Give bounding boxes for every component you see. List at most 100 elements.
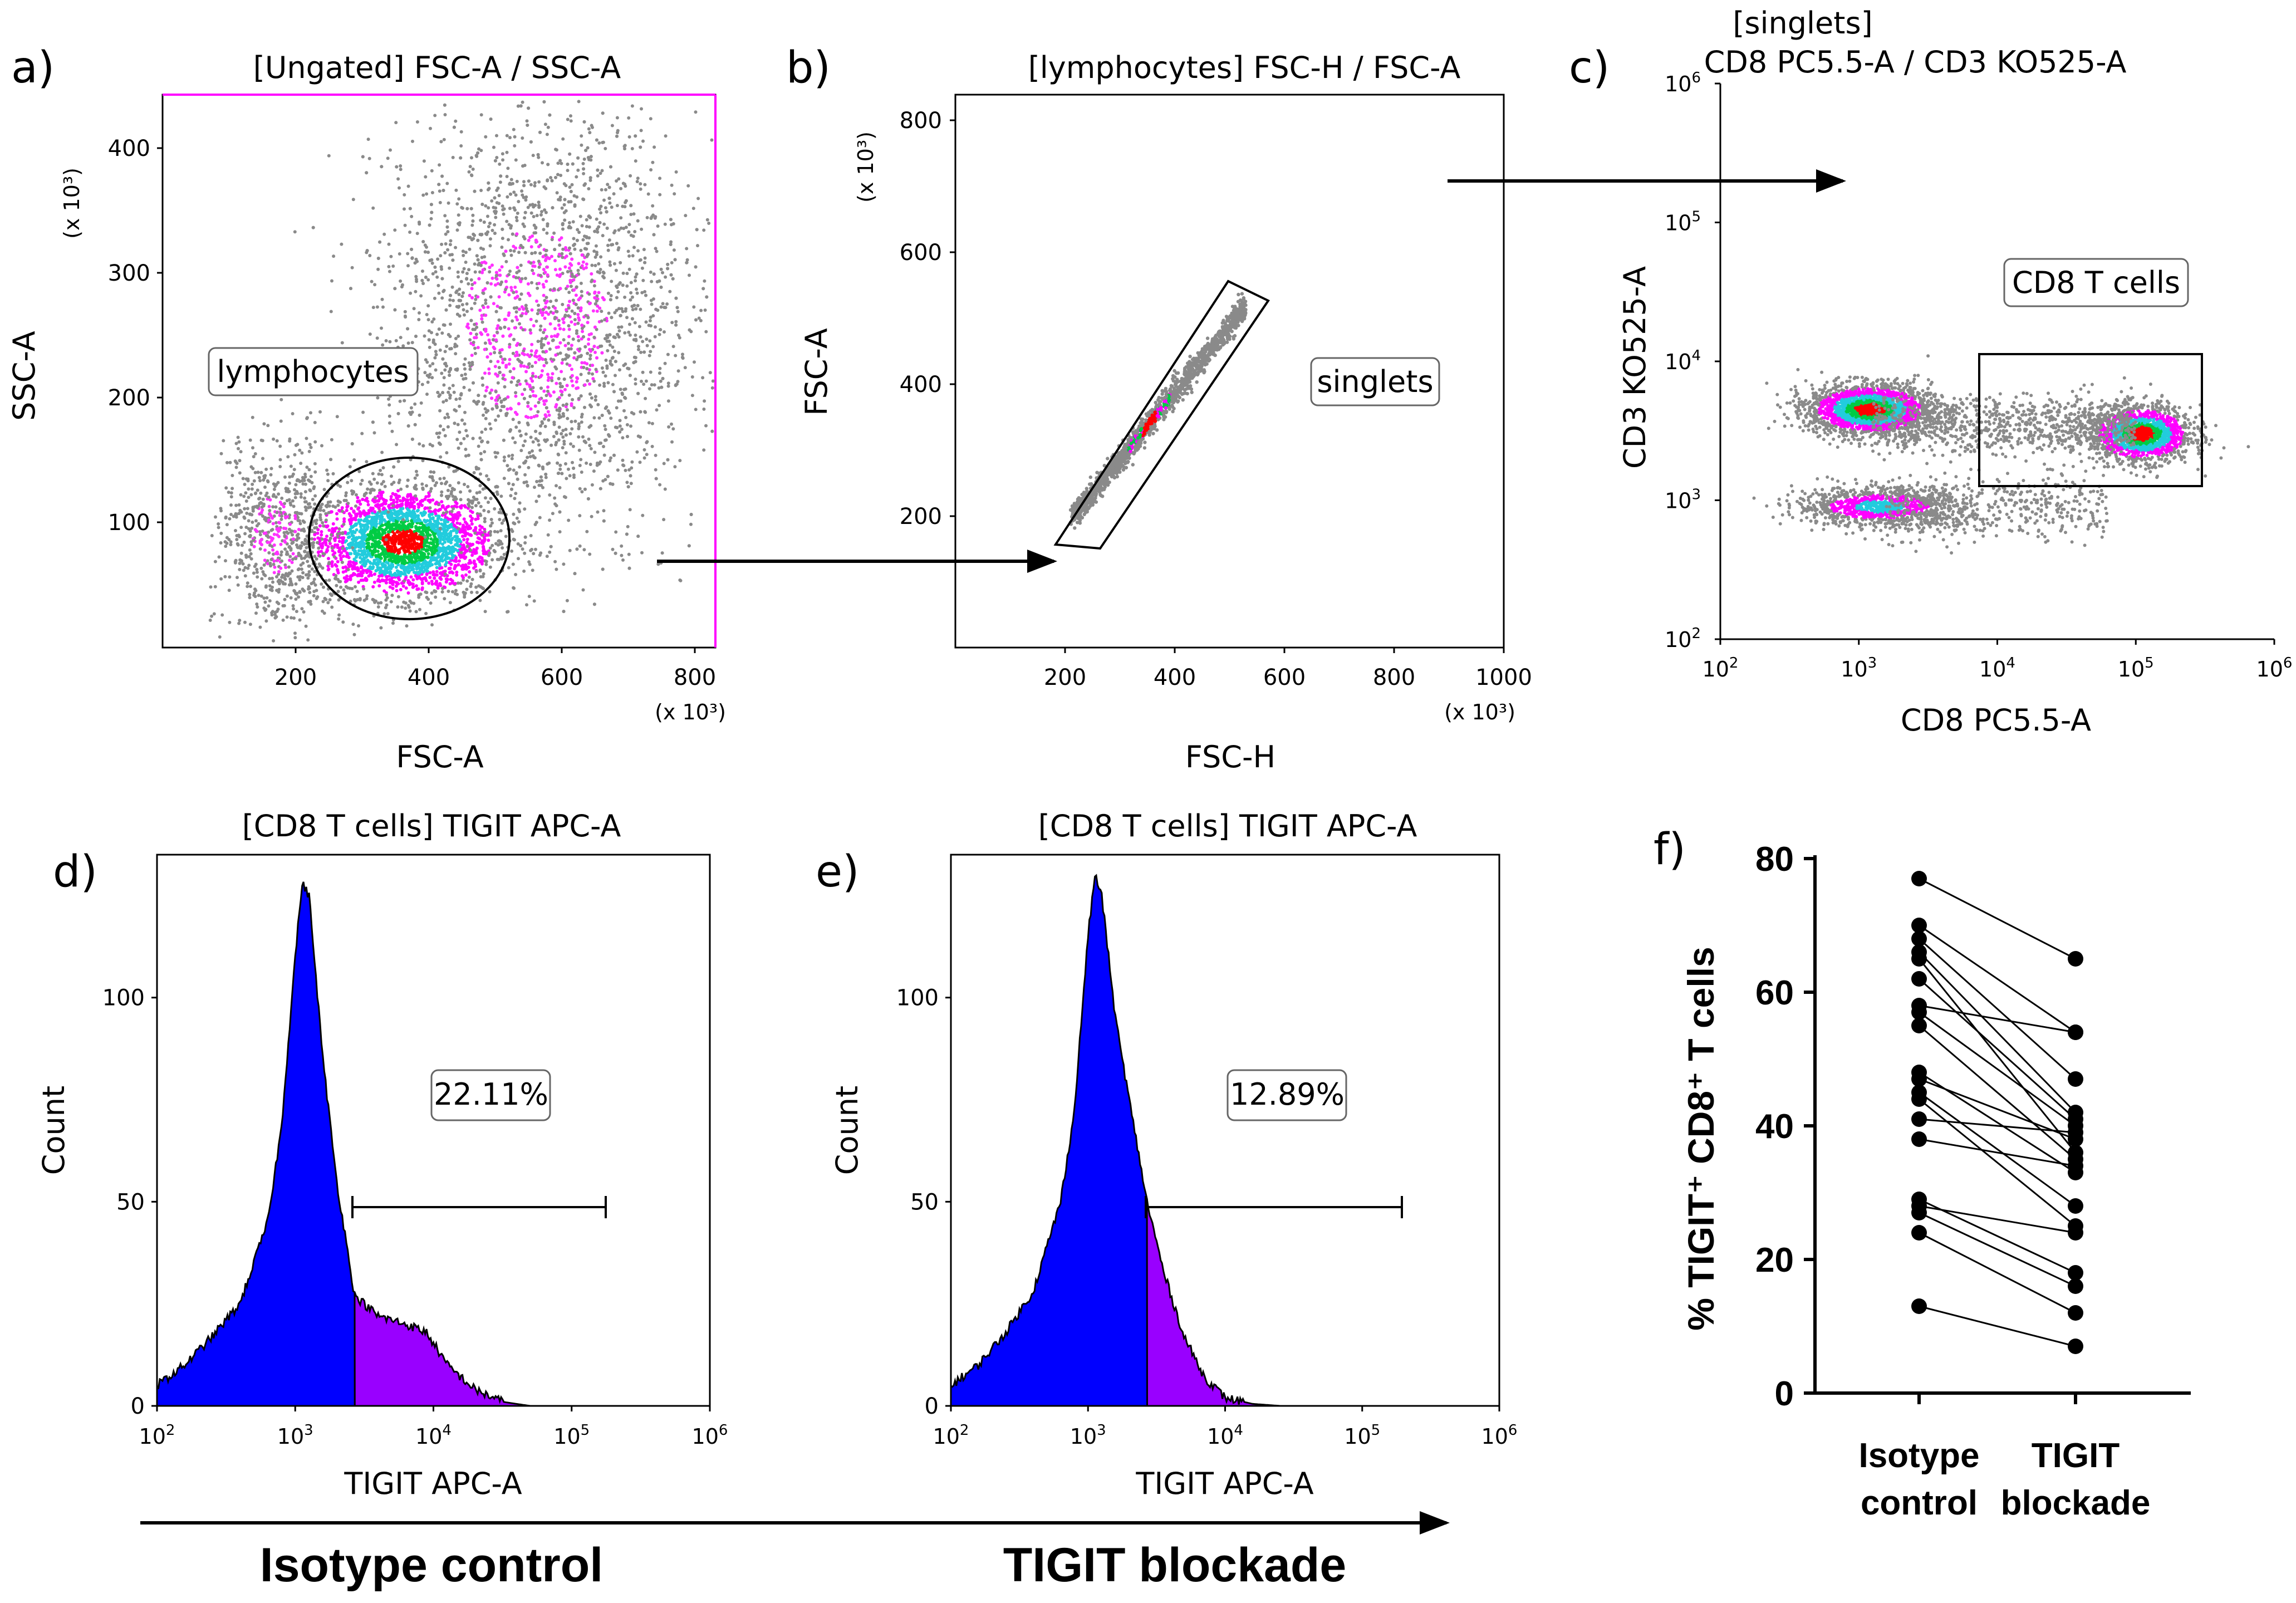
panel-a-event [371, 565, 375, 568]
panel-a-event [514, 158, 518, 161]
panel-a-event [627, 249, 630, 253]
panel-a-event [461, 526, 464, 530]
panel-a-event [619, 419, 622, 422]
panel-a-event [641, 340, 644, 343]
panel-a-event [449, 578, 453, 581]
panel-a-event [464, 261, 468, 264]
panel-a-event [424, 521, 427, 524]
panel-a-event [491, 229, 494, 232]
panel-a-event [566, 169, 570, 172]
panel-a-event [627, 254, 631, 258]
panel-a-event [596, 310, 599, 313]
panel-a-event [391, 264, 395, 268]
panel-a-event [512, 562, 515, 566]
panel-a-event [490, 521, 494, 524]
panel-a-event [461, 207, 464, 210]
panel-a-letter: a) [11, 43, 55, 93]
panel-a-event [474, 352, 477, 355]
panel-a-event [473, 281, 477, 285]
panel-a-event [396, 177, 400, 180]
panel-a-event [704, 308, 707, 312]
panel-a-event [449, 518, 452, 521]
panel-a-event [644, 294, 647, 297]
panel-a-event [322, 600, 325, 603]
panel-a-event [326, 524, 330, 528]
panel-a-event [518, 429, 521, 433]
panel-a-event [457, 423, 460, 427]
panel-a-event [372, 478, 376, 481]
panel-a-event [518, 501, 522, 504]
panel-a-event [515, 384, 518, 387]
panel-a-event [443, 416, 447, 419]
panel-a-event [320, 533, 323, 537]
panel-a-event [306, 576, 310, 580]
panel-a-event [498, 511, 501, 514]
panel-a-event [551, 238, 554, 241]
panel-a-event [440, 331, 444, 335]
panel-a-event [477, 541, 480, 545]
panel-a-event [493, 196, 497, 199]
panel-a-event [503, 455, 506, 459]
panel-a-event [454, 352, 457, 355]
panel-a-event [575, 380, 578, 384]
panel-a-event [470, 506, 474, 509]
panel-a-event [419, 500, 422, 503]
panel-a-event [436, 552, 439, 555]
panel-a-event [625, 481, 629, 484]
panel-a-event [464, 372, 467, 376]
panel-a-event [470, 287, 474, 290]
panel-a-event [460, 280, 463, 283]
panel-a-event [513, 538, 516, 542]
panel-a-event [577, 306, 580, 310]
panel-a-event [361, 479, 364, 482]
panel-a-event [556, 191, 559, 194]
panel-a-event [350, 521, 353, 524]
panel-a-event [660, 268, 663, 271]
panel-a-event [464, 448, 467, 451]
panel-a-event [416, 232, 419, 235]
panel-a-event [587, 342, 590, 346]
panel-a-event [508, 334, 512, 337]
panel-a-event [681, 352, 684, 356]
panel-a-event [538, 553, 542, 557]
panel-a-event [661, 551, 664, 555]
panel-a-event [493, 451, 497, 454]
panel-a-event [483, 287, 487, 291]
panel-a-event [363, 599, 366, 602]
panel-a-event [615, 269, 618, 272]
panel-a-event [417, 318, 420, 321]
panel-a-event [396, 517, 400, 520]
panel-a-event [444, 434, 447, 438]
panel-a-event [487, 538, 490, 542]
panel-a-event [327, 528, 331, 532]
panel-a-event [532, 440, 535, 444]
panel-a-event [526, 484, 529, 488]
panel-a-event [544, 306, 547, 309]
panel-a-event [563, 182, 566, 185]
panel-a-event [331, 560, 334, 563]
panel-a-event [414, 494, 417, 498]
panel-a-event [630, 411, 634, 414]
panel-a-event [694, 110, 698, 114]
panel-a-event [395, 501, 399, 504]
panel-a-event [526, 119, 529, 122]
panel-a-event [529, 534, 533, 537]
panel-a-event [438, 515, 441, 518]
panel-a-event [290, 548, 293, 552]
panel-a-event [465, 272, 469, 275]
panel-a-event [615, 426, 619, 429]
panel-a-event [613, 262, 616, 266]
panel-a-event [481, 321, 484, 324]
panel-a-event [470, 307, 473, 310]
panel-a-event [558, 238, 561, 242]
panel-a-event [474, 565, 477, 568]
panel-a-event [602, 271, 605, 274]
panel-a-event [512, 190, 516, 194]
panel-a-event [423, 335, 426, 338]
panel-a-event [618, 368, 621, 371]
panel-a-event [387, 403, 391, 406]
panel-a-event [463, 386, 466, 389]
panel-a-event [414, 532, 418, 536]
panel-a-event [457, 275, 460, 278]
panel-a-event [542, 185, 546, 189]
